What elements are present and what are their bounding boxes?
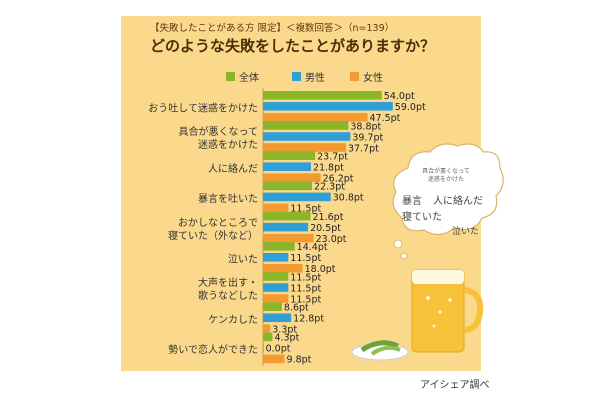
legend-label-female: 女性 bbox=[363, 73, 383, 84]
edamame-icon-2 bbox=[370, 345, 401, 356]
bar bbox=[263, 132, 351, 141]
bar-value-label: 3.3pt bbox=[272, 325, 297, 336]
bar-value-label: 23.0pt bbox=[316, 234, 347, 245]
category-label: 泣いた bbox=[228, 253, 258, 266]
bar bbox=[263, 302, 282, 311]
bubble-item-4: 泣いた bbox=[452, 225, 479, 237]
bar-value-label: 39.7pt bbox=[352, 132, 383, 143]
beer-foam bbox=[412, 270, 464, 284]
bar-value-label: 14.4pt bbox=[297, 242, 328, 253]
legend-item-female: 女性 bbox=[350, 69, 383, 84]
bar-value-label: 18.0pt bbox=[305, 264, 336, 275]
bar-value-label: 0.0pt bbox=[266, 344, 291, 355]
category-label: 具合が悪くなって bbox=[179, 125, 259, 138]
bar-value-label: 12.8pt bbox=[293, 314, 324, 325]
bar-value-label: 38.8pt bbox=[350, 121, 381, 132]
chart-title: どのような失敗をしたことがありますか？ bbox=[150, 37, 436, 55]
bubble-icon bbox=[438, 310, 442, 314]
bar bbox=[263, 121, 349, 130]
bar-value-label: 20.5pt bbox=[310, 223, 341, 234]
bar bbox=[263, 151, 316, 160]
bar bbox=[263, 102, 393, 111]
bubble-small-line-2: 迷惑をかけた bbox=[428, 175, 464, 183]
bar-value-label: 11.5pt bbox=[290, 283, 321, 294]
source-credit: アイシェア調べ bbox=[420, 380, 490, 391]
bar bbox=[263, 283, 289, 292]
bar bbox=[263, 91, 382, 100]
illustration: 具合が悪くなって 迷惑をかけた 暴言 人に絡んだ 寝ていた 泣いた bbox=[351, 143, 504, 361]
bar bbox=[263, 173, 321, 182]
bar-value-label: 23.7pt bbox=[317, 152, 348, 163]
bar bbox=[263, 211, 311, 221]
bar-value-label: 30.8pt bbox=[333, 193, 364, 204]
legend-label-male: 男性 bbox=[305, 73, 325, 84]
chart-subtitle: 【失敗したことがある方 限定】＜複数回答＞（n=139） bbox=[150, 23, 395, 34]
legend-item-all: 全体 bbox=[226, 69, 259, 84]
category-label: 迷惑をかけた bbox=[198, 138, 258, 151]
bubble-item-3: 寝ていた bbox=[402, 210, 442, 223]
bar bbox=[263, 162, 311, 171]
legend-label-all: 全体 bbox=[239, 73, 259, 84]
bar bbox=[263, 324, 271, 333]
bubble-icon bbox=[448, 298, 452, 302]
bubble-icon bbox=[432, 324, 436, 328]
bar bbox=[263, 313, 292, 322]
category-label: おう吐して迷惑をかけた bbox=[148, 102, 258, 115]
bar-value-label: 59.0pt bbox=[395, 102, 426, 113]
bar-value-label: 54.0pt bbox=[384, 91, 415, 102]
legend-item-male: 男性 bbox=[292, 69, 325, 84]
bar-value-label: 47.5pt bbox=[370, 113, 401, 124]
bar-value-label: 8.6pt bbox=[284, 303, 309, 314]
bar-value-label: 11.5pt bbox=[290, 272, 321, 283]
category-label: 歌うなどした bbox=[198, 289, 258, 302]
bar bbox=[263, 113, 368, 122]
bar bbox=[263, 242, 295, 251]
bar-value-label: 11.5pt bbox=[290, 253, 321, 264]
bar-value-label: 21.8pt bbox=[313, 163, 344, 174]
category-label: おかしなところで bbox=[178, 217, 258, 229]
bar-value-label: 22.3pt bbox=[314, 182, 345, 193]
bar-value-label: 21.6pt bbox=[313, 212, 344, 223]
bar-value-label: 9.8pt bbox=[287, 355, 312, 366]
bar bbox=[263, 332, 273, 342]
bar-value-label: 26.2pt bbox=[323, 174, 354, 185]
bar-value-label: 11.5pt bbox=[290, 294, 321, 305]
bar bbox=[263, 343, 264, 353]
bar-value-label: 4.3pt bbox=[274, 333, 299, 344]
bar bbox=[263, 264, 303, 273]
bar bbox=[263, 253, 289, 262]
bubble-item-2: 人に絡んだ bbox=[433, 194, 483, 207]
bar-value-label: 37.7pt bbox=[348, 143, 379, 154]
bubble-dot-2 bbox=[400, 252, 408, 260]
bubble-dot-1 bbox=[393, 239, 403, 249]
bubble-small-line-1: 具合が悪くなって bbox=[422, 167, 470, 175]
bar bbox=[263, 354, 285, 364]
bar bbox=[263, 143, 346, 152]
bar bbox=[263, 192, 331, 202]
bar-value-label: 11.5pt bbox=[290, 204, 321, 215]
plate bbox=[351, 343, 409, 361]
bubble-icon bbox=[426, 296, 430, 300]
category-label: 寝ていた（外など） bbox=[168, 229, 258, 242]
category-label: 人に絡んだ bbox=[208, 162, 258, 175]
bar bbox=[263, 181, 313, 191]
thought-bubble bbox=[392, 143, 504, 236]
bar bbox=[263, 203, 289, 213]
bubble-item-1: 暴言 bbox=[402, 194, 422, 207]
category-label: ケンカした bbox=[208, 314, 258, 326]
bar bbox=[263, 222, 309, 232]
bar bbox=[263, 294, 289, 303]
legend-swatch-all bbox=[226, 72, 235, 81]
beer-mug-handle bbox=[463, 287, 484, 333]
category-label: 勢いで恋人ができた bbox=[168, 343, 258, 356]
legend-swatch-female bbox=[350, 72, 359, 81]
edamame-icon bbox=[360, 340, 400, 353]
category-label: 暴言を吐いた bbox=[198, 192, 258, 205]
bar bbox=[263, 233, 314, 243]
bar bbox=[263, 272, 289, 281]
category-label: 大声を出す・ bbox=[198, 276, 258, 289]
legend-swatch-male bbox=[292, 72, 301, 81]
